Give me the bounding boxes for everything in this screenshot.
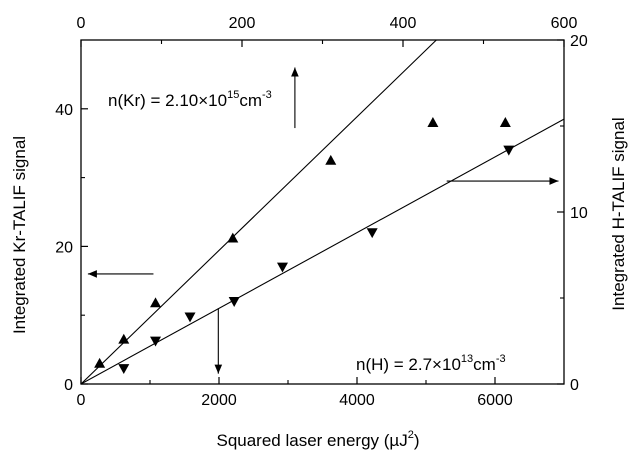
x-bottom-tick-label: 4000 xyxy=(339,392,375,409)
axis-guide-arrows xyxy=(87,67,559,374)
h-data-point xyxy=(118,364,130,375)
h-density-unit: cm xyxy=(473,355,496,374)
x-bottom-tick-label: 2000 xyxy=(201,392,237,409)
kr-data-point xyxy=(499,117,511,127)
x-top-tick-label: 600 xyxy=(551,15,578,32)
h-density-prefix: n(H) = 2.7×10 xyxy=(356,355,461,374)
fit-line-series-2 xyxy=(80,118,565,385)
fit-line-series-1 xyxy=(80,39,437,385)
x-top-tick-label: 0 xyxy=(77,15,86,32)
kr-data-point xyxy=(325,154,337,165)
x-axis-title-unit: µJ xyxy=(389,431,407,450)
plot-frame xyxy=(80,39,565,385)
x-axis-title-close: ) xyxy=(414,431,420,450)
kr-top-axis-arrow xyxy=(291,67,299,129)
x-bottom-tick-label: 6000 xyxy=(477,392,513,409)
h-density-exponent: 13 xyxy=(461,353,473,365)
h-density-unit-exponent: -3 xyxy=(496,353,506,365)
kr-data-point xyxy=(427,117,439,127)
y-left-tick-label: 40 xyxy=(55,102,73,119)
h-data-point xyxy=(276,262,288,273)
y-right-tick-label: 10 xyxy=(570,205,588,222)
kr-data-point xyxy=(118,333,130,344)
y-right-tick-label: 0 xyxy=(570,377,579,394)
y-left-tick-label: 20 xyxy=(55,239,73,256)
x-top-tick-label: 200 xyxy=(229,15,256,32)
kr-density-exponent: 15 xyxy=(227,89,239,101)
kr-data-point xyxy=(150,297,162,308)
x-top-tick-label: 400 xyxy=(390,15,417,32)
h-density-annotation: n(H) = 2.7×1013cm-3 xyxy=(356,353,506,374)
kr-density-unit: cm xyxy=(239,91,262,110)
kr-left-axis-arrow xyxy=(87,270,154,278)
h-data-point xyxy=(366,228,378,239)
x-axis-title: Squared laser energy (µJ2) xyxy=(216,429,419,450)
right-axis-title: Integrated H-TALIF signal xyxy=(609,117,628,310)
h-data-point xyxy=(228,297,240,307)
h-data-point xyxy=(503,145,515,156)
kr-data-point xyxy=(227,232,239,243)
x-axis-title-unit-exponent: 2 xyxy=(408,429,414,441)
h-right-axis-arrow-head xyxy=(549,177,559,185)
kr-density-annotation: n(Kr) = 2.10×1015cm-3 xyxy=(108,89,272,110)
x-axis-title-text: Squared laser energy ( xyxy=(216,431,389,450)
kr-density-prefix: n(Kr) = 2.10×10 xyxy=(108,91,227,110)
left-axis-title: Integrated Kr-TALIF signal xyxy=(10,136,29,334)
h-bottom-axis-arrow-head xyxy=(214,364,223,374)
data-markers xyxy=(94,117,515,375)
y-right-tick-label: 20 xyxy=(570,33,588,50)
h-data-point xyxy=(150,336,162,347)
kr-left-axis-arrow-head xyxy=(87,270,97,278)
h-bottom-axis-arrow xyxy=(214,308,223,374)
y-left-tick-label: 0 xyxy=(64,377,73,394)
kr-data-point xyxy=(94,357,106,368)
h-right-axis-arrow xyxy=(446,177,559,185)
fit-lines xyxy=(80,39,565,385)
kr-density-unit-exponent: -3 xyxy=(262,89,272,101)
h-data-point xyxy=(184,312,196,323)
x-bottom-tick-label: 0 xyxy=(77,392,86,409)
kr-top-axis-arrow-head xyxy=(291,67,299,77)
